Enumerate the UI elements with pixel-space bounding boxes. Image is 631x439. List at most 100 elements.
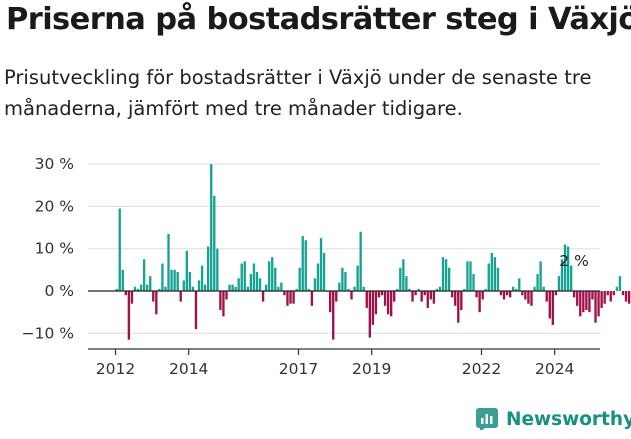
bar bbox=[179, 291, 182, 302]
bar bbox=[579, 291, 582, 317]
bar bbox=[396, 288, 399, 291]
bar bbox=[286, 291, 289, 306]
bar bbox=[612, 291, 615, 296]
bar bbox=[502, 291, 506, 300]
bar bbox=[173, 269, 176, 291]
bar bbox=[475, 291, 478, 298]
bar bbox=[508, 291, 512, 298]
bar bbox=[258, 278, 262, 291]
bar bbox=[484, 288, 487, 291]
bar bbox=[310, 291, 314, 306]
y-tick-label: −10 % bbox=[22, 324, 74, 342]
bar bbox=[533, 286, 536, 291]
bar bbox=[200, 265, 204, 291]
annotation: 2 % bbox=[559, 252, 589, 270]
bar bbox=[606, 291, 609, 296]
bar bbox=[560, 259, 564, 291]
bar bbox=[350, 291, 353, 300]
bar bbox=[374, 291, 378, 315]
bar bbox=[591, 291, 594, 300]
bar bbox=[164, 286, 167, 291]
bar bbox=[188, 271, 192, 291]
bar bbox=[481, 291, 484, 300]
bar bbox=[194, 291, 198, 330]
bar bbox=[130, 291, 134, 304]
bar bbox=[554, 291, 558, 296]
bar bbox=[576, 291, 579, 306]
bar bbox=[518, 278, 521, 291]
bar bbox=[383, 291, 387, 306]
y-tick-label: 30 % bbox=[35, 155, 74, 173]
bar bbox=[329, 291, 332, 313]
bar bbox=[332, 291, 335, 340]
bar bbox=[469, 261, 472, 291]
bar bbox=[454, 291, 457, 306]
bar bbox=[228, 284, 231, 291]
bar bbox=[377, 291, 381, 298]
bar bbox=[362, 286, 365, 291]
bar bbox=[451, 291, 454, 298]
bar bbox=[344, 271, 347, 291]
bar bbox=[472, 274, 475, 291]
bar bbox=[261, 291, 265, 302]
bar bbox=[600, 291, 603, 308]
bar bbox=[191, 286, 195, 291]
bar bbox=[277, 286, 280, 291]
bar bbox=[380, 291, 384, 296]
bar bbox=[417, 288, 420, 291]
bar bbox=[411, 291, 414, 302]
bar bbox=[493, 257, 497, 291]
x-tick-label: 2022 bbox=[462, 360, 501, 378]
bar bbox=[280, 282, 283, 291]
bar bbox=[252, 263, 256, 291]
y-gridlines bbox=[88, 163, 600, 334]
bar bbox=[414, 291, 417, 296]
bar bbox=[609, 291, 612, 302]
bar bbox=[356, 265, 359, 291]
bar bbox=[487, 263, 490, 291]
bar bbox=[246, 286, 249, 291]
bar bbox=[118, 208, 121, 291]
bar bbox=[527, 291, 530, 304]
bar bbox=[322, 252, 326, 291]
bar bbox=[435, 288, 439, 291]
bar bbox=[597, 291, 600, 317]
bar bbox=[521, 291, 524, 296]
bar bbox=[569, 265, 573, 291]
bar bbox=[573, 291, 576, 298]
bar bbox=[627, 291, 631, 304]
brand-logo[interactable]: Newsworthy bbox=[476, 408, 631, 430]
bar bbox=[155, 291, 158, 315]
x-axis: 2012 2014 2017 2019 2022 2024 bbox=[88, 348, 600, 378]
bar bbox=[399, 267, 402, 292]
bar bbox=[219, 291, 222, 311]
bar bbox=[304, 240, 307, 291]
bar bbox=[243, 261, 246, 291]
x-tick-label: 2014 bbox=[169, 360, 208, 378]
bar bbox=[542, 286, 545, 291]
brand-name: Newsworthy bbox=[506, 408, 631, 430]
newsworthy-logo-icon bbox=[476, 408, 498, 430]
bar bbox=[161, 263, 164, 291]
bar bbox=[274, 267, 277, 292]
bar bbox=[301, 236, 304, 291]
x-tick-label: 2024 bbox=[535, 360, 574, 378]
bar bbox=[167, 233, 170, 291]
bar bbox=[264, 284, 268, 291]
bar bbox=[603, 291, 606, 304]
bar bbox=[268, 261, 271, 291]
bar bbox=[283, 291, 286, 296]
bar bbox=[146, 284, 149, 291]
bar bbox=[545, 291, 548, 302]
bar bbox=[313, 278, 317, 291]
y-tick-label: 20 % bbox=[35, 197, 74, 215]
bar bbox=[216, 248, 219, 291]
bar bbox=[441, 257, 445, 291]
bar bbox=[371, 291, 375, 325]
page-title: Priserna på bostadsrätter steg i Växjö bbox=[6, 2, 631, 37]
bar bbox=[499, 291, 503, 296]
bar bbox=[338, 282, 341, 291]
bar bbox=[152, 291, 155, 302]
bar bbox=[624, 291, 628, 302]
bar bbox=[359, 231, 362, 291]
